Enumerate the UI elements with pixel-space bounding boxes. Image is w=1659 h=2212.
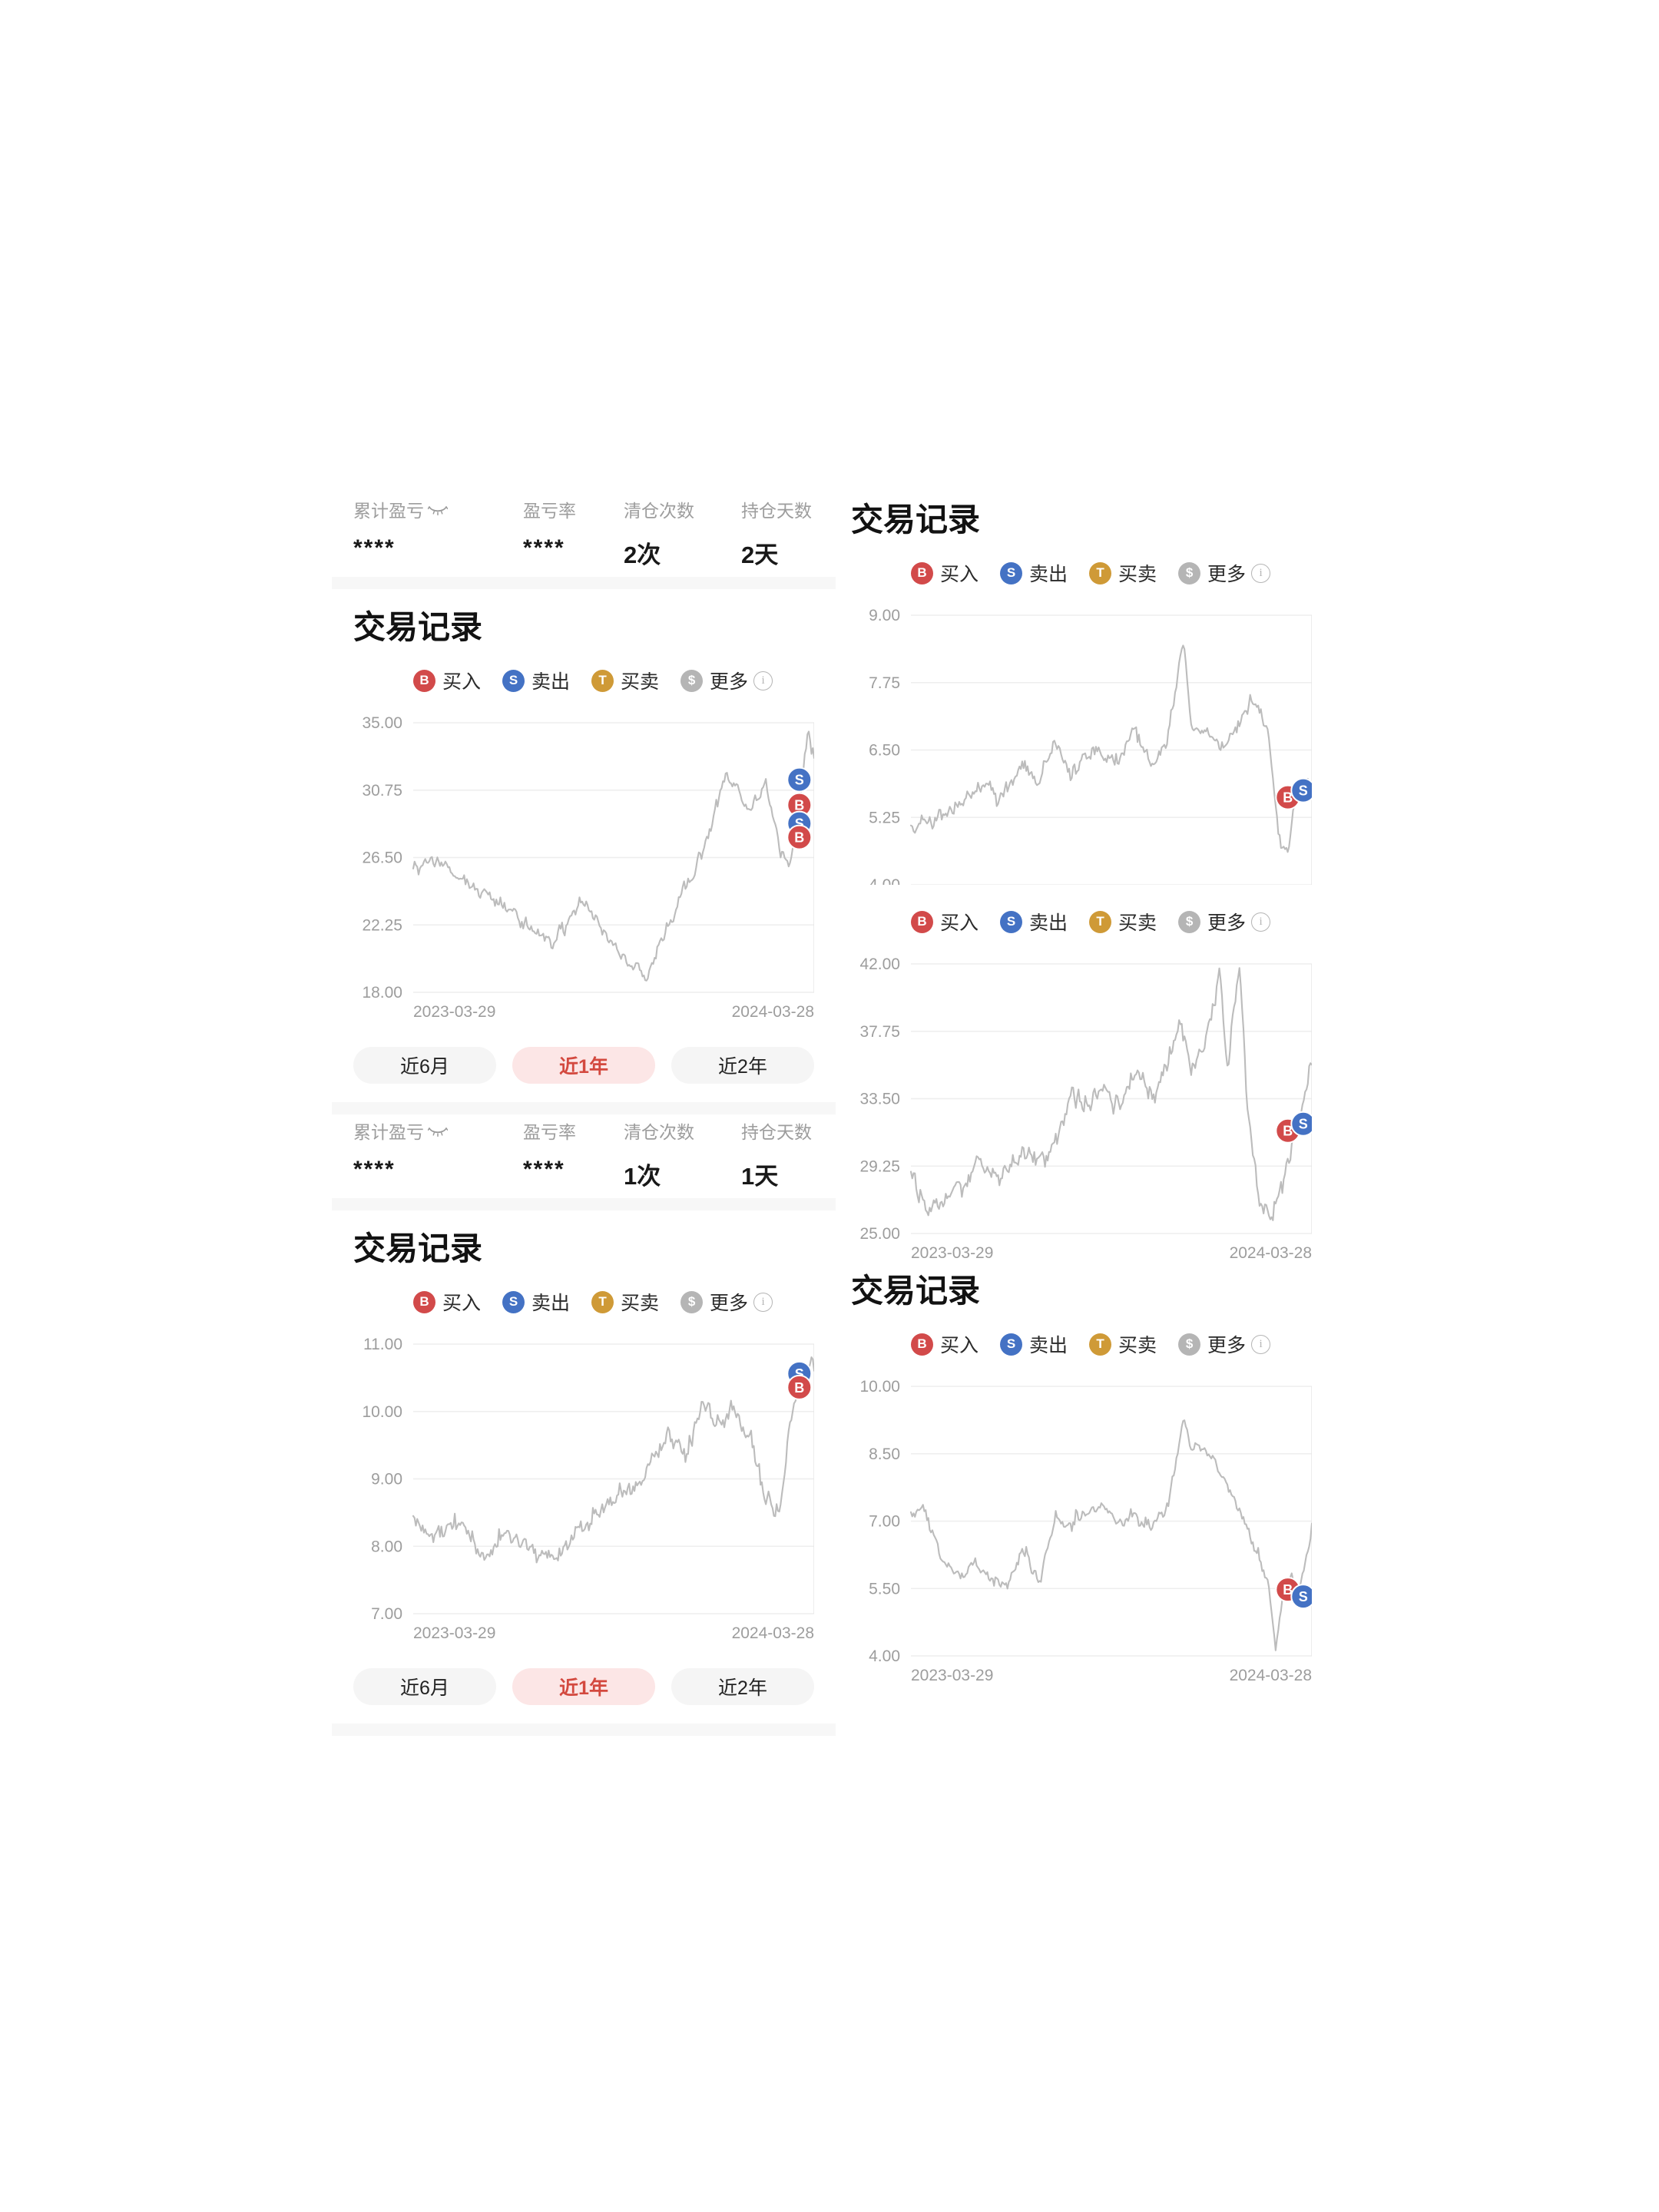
svg-text:2023-03-29: 2023-03-29 [413, 1003, 495, 1021]
svg-text:42.00: 42.00 [859, 955, 900, 973]
svg-text:5.50: 5.50 [869, 1580, 900, 1598]
svg-text:33.50: 33.50 [859, 1091, 900, 1108]
svg-text:2024-03-28: 2024-03-28 [1230, 1667, 1312, 1684]
svg-text:2024-03-28: 2024-03-28 [1230, 1244, 1312, 1262]
svg-text:S: S [1299, 1117, 1308, 1132]
svg-text:10.00: 10.00 [859, 1378, 900, 1396]
svg-text:10.00: 10.00 [362, 1403, 402, 1421]
svg-text:29.25: 29.25 [859, 1157, 900, 1175]
svg-text:S: S [795, 773, 804, 788]
svg-text:25.00: 25.00 [859, 1225, 900, 1243]
svg-text:B: B [794, 830, 804, 846]
svg-text:5.25: 5.25 [869, 809, 900, 826]
svg-text:30.75: 30.75 [362, 782, 402, 800]
svg-text:7.75: 7.75 [869, 674, 900, 692]
svg-text:2023-03-29: 2023-03-29 [911, 1244, 993, 1262]
svg-text:2023-03-29: 2023-03-29 [413, 1624, 495, 1642]
svg-text:6.50: 6.50 [869, 742, 900, 760]
svg-text:7.00: 7.00 [371, 1605, 402, 1623]
svg-text:2023-03-29: 2023-03-29 [911, 1667, 993, 1684]
svg-text:B: B [794, 1380, 804, 1396]
svg-text:7.00: 7.00 [869, 1513, 900, 1531]
svg-text:18.00: 18.00 [362, 984, 402, 1002]
svg-text:8.50: 8.50 [869, 1445, 900, 1463]
svg-text:11.00: 11.00 [363, 1336, 402, 1353]
svg-text:2024-03-28: 2024-03-28 [732, 1624, 814, 1642]
svg-text:4.00: 4.00 [869, 1647, 900, 1665]
svg-text:4.00: 4.00 [869, 876, 900, 885]
svg-text:9.00: 9.00 [869, 607, 900, 624]
svg-text:9.00: 9.00 [371, 1471, 402, 1488]
svg-text:S: S [1299, 783, 1308, 799]
svg-text:26.50: 26.50 [362, 849, 402, 867]
svg-text:8.00: 8.00 [371, 1538, 402, 1555]
svg-text:22.25: 22.25 [362, 916, 402, 934]
svg-text:S: S [1299, 1589, 1308, 1604]
svg-text:35.00: 35.00 [362, 714, 402, 732]
svg-text:37.75: 37.75 [859, 1023, 900, 1041]
svg-text:2024-03-28: 2024-03-28 [732, 1003, 814, 1021]
